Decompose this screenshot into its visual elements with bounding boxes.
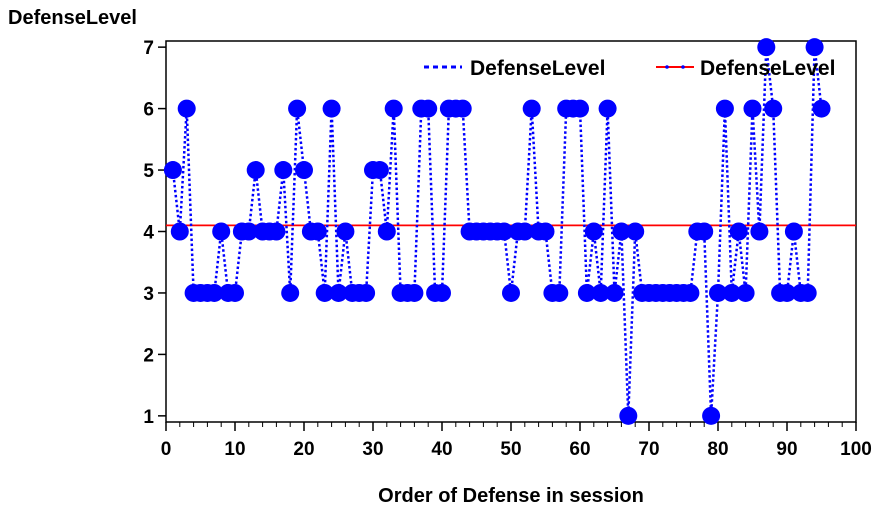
data-point [750, 222, 769, 241]
data-point [515, 222, 534, 241]
x-axis: 0 10 20 30 40 50 60 70 80 90 100 [161, 422, 872, 460]
x-axis-title: Order of Defense in session [378, 485, 644, 507]
data-point [377, 222, 396, 241]
data-point [681, 283, 700, 302]
y-tick-label: 1 [143, 407, 154, 428]
data-point [722, 283, 741, 302]
data-point [322, 99, 341, 118]
data-point [357, 283, 376, 302]
x-tick-label: 20 [293, 439, 314, 460]
data-point [370, 161, 389, 180]
y-tick-label: 3 [143, 284, 154, 305]
legend-swatch-red-marker [681, 65, 685, 69]
data-point [571, 99, 589, 118]
data-point [619, 406, 638, 425]
data-point [598, 99, 617, 118]
y-axis-title: DefenseLevel [8, 7, 137, 29]
data-point [729, 222, 748, 241]
data-point [778, 283, 796, 302]
x-tick-label: 40 [431, 439, 452, 460]
x-tick-label: 90 [776, 439, 797, 460]
data-point [170, 222, 189, 241]
data-point [584, 222, 603, 241]
data-point [550, 283, 569, 302]
data-point [536, 222, 555, 241]
data-point [239, 222, 258, 241]
x-tick-label: 60 [569, 439, 590, 460]
y-tick-label: 7 [143, 38, 154, 59]
x-tick-label: 70 [638, 439, 659, 460]
data-point [764, 99, 783, 118]
data-point [695, 222, 714, 241]
data-point [336, 222, 355, 241]
data-point [805, 38, 824, 57]
x-tick-label: 10 [224, 439, 245, 460]
data-point [163, 161, 182, 180]
data-point [502, 283, 520, 302]
data-point [715, 99, 734, 118]
data-point [577, 283, 596, 302]
x-tick-label: 0 [161, 439, 172, 460]
data-point [798, 283, 817, 302]
data-point [295, 161, 313, 180]
data-point [736, 283, 755, 302]
legend-label-mean: DefenseLevel [700, 57, 835, 80]
data-point [612, 222, 631, 241]
legend-label-series: DefenseLevel [470, 57, 605, 80]
x-tick-label: 100 [840, 439, 872, 460]
data-point [812, 99, 831, 118]
data-point [453, 99, 472, 118]
data-point [329, 283, 348, 302]
data-point [784, 222, 803, 241]
series-layer [163, 38, 856, 425]
data-point [226, 283, 244, 302]
data-point [274, 161, 293, 180]
data-point [626, 222, 645, 241]
data-point [743, 99, 762, 118]
legend-swatch-red-marker [665, 65, 669, 69]
data-point [522, 99, 541, 118]
data-point [288, 99, 307, 118]
data-point [212, 222, 231, 241]
data-point [702, 406, 721, 425]
data-point [205, 283, 224, 302]
data-point [281, 283, 300, 302]
y-tick-label: 5 [143, 161, 154, 182]
x-tick-label: 80 [707, 439, 728, 460]
y-tick-label: 4 [143, 223, 154, 244]
data-point [495, 222, 514, 241]
data-point [591, 283, 610, 302]
y-axis: 1 2 3 4 5 6 7 [143, 38, 166, 428]
data-point [267, 222, 286, 241]
data-point [246, 161, 265, 180]
data-point [605, 283, 624, 302]
data-point [315, 283, 334, 302]
data-point [405, 283, 424, 302]
data-point [384, 99, 403, 118]
x-tick-label: 30 [362, 439, 383, 460]
legend: DefenseLevel DefenseLevel [424, 57, 835, 80]
data-point [709, 283, 727, 302]
data-point [177, 99, 196, 118]
y-tick-label: 6 [143, 100, 154, 121]
y-tick-label: 2 [143, 345, 154, 366]
x-tick-label: 50 [500, 439, 521, 460]
data-point [419, 99, 438, 118]
data-point [433, 283, 451, 302]
data-point [308, 222, 327, 241]
data-point [757, 38, 776, 57]
